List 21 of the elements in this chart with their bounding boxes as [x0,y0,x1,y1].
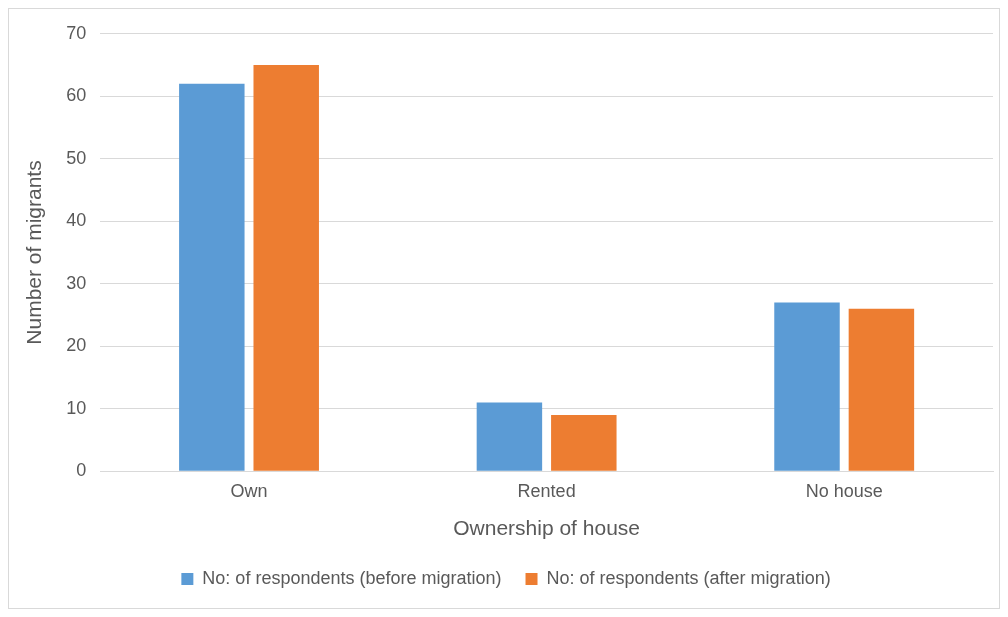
y-tick-label: 30 [66,272,87,293]
legend-label: No: of respondents (after migration) [546,567,831,588]
legend-label: No: of respondents (before migration) [202,567,502,588]
y-tick-label: 10 [66,397,87,418]
bar [774,302,840,471]
x-tick-label: Own [230,480,268,501]
y-tick-label: 60 [66,85,87,106]
bar [848,308,915,471]
y-tick-label: 50 [66,147,87,168]
y-tick-label: 70 [66,22,87,43]
y-tick-label: 20 [66,335,87,356]
bar [551,414,617,471]
y-tick-label: 40 [66,210,87,231]
bar [476,402,543,471]
y-tick-label: 0 [76,460,87,481]
bar [179,83,245,471]
x-axis-title: Ownership of house [453,516,640,540]
y-axis-title: Number of migrants [22,160,46,345]
x-tick-label: Rented [517,480,576,501]
bar [253,65,319,471]
x-tick-label: No house [805,480,883,501]
